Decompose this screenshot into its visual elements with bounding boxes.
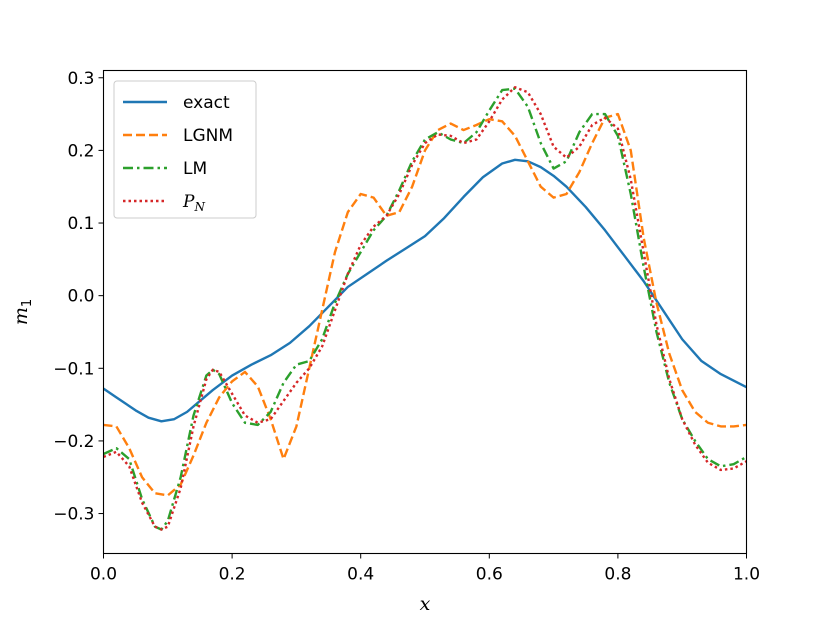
series-line-2 [103, 87, 748, 531]
y-tick-label: −0.3 [53, 505, 94, 525]
y-axis-label-subscript: 1 [20, 299, 35, 307]
x-tick-label: 0.2 [219, 565, 246, 585]
series-layer [102, 86, 748, 531]
y-tick-label: 0.2 [67, 141, 94, 161]
series-line-3 [103, 86, 748, 531]
legend-label-1: LGNM [183, 126, 233, 146]
series-line-0 [102, 158, 748, 423]
y-axis: −0.3 −0.2 −0.1 0.0 0.1 0.2 0.3 [53, 69, 104, 525]
legend-label-2: LM [183, 159, 207, 179]
legend-label-0: exact [183, 93, 230, 113]
legend: exact LGNM LM PN [113, 80, 257, 219]
x-axis-label: x [420, 593, 431, 615]
y-tick-label: 0.3 [67, 69, 94, 89]
x-tick-label: 1.0 [733, 565, 760, 585]
x-tick-label: 0.4 [347, 565, 374, 585]
x-axis: 0.0 0.2 0.4 0.6 0.8 1.0 [90, 553, 760, 585]
legend-box [113, 80, 257, 219]
y-axis-label-main: m [10, 307, 32, 325]
legend-label-3: PN [182, 192, 205, 214]
x-tick-label: 0.6 [476, 565, 503, 585]
y-axis-label: m1 [10, 299, 35, 325]
y-tick-label: 0.0 [67, 287, 94, 307]
y-tick-label: 0.1 [67, 214, 94, 234]
x-tick-label: 0.0 [90, 565, 117, 585]
series-line-1 [103, 112, 747, 497]
y-tick-label: −0.2 [53, 432, 94, 452]
y-tick-label: −0.1 [53, 359, 94, 379]
x-tick-label: 0.8 [604, 565, 631, 585]
plot-frame [102, 69, 748, 555]
